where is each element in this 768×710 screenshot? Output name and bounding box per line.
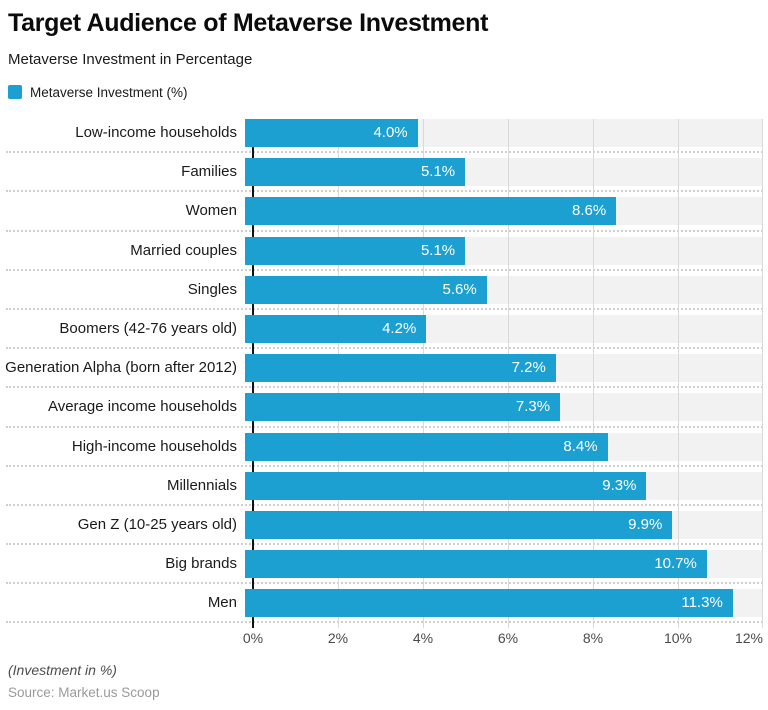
category-label: Married couples xyxy=(130,241,237,259)
plot-cell: 8.6% xyxy=(245,197,763,236)
chart-row: Men 11.3% xyxy=(0,589,763,628)
chart-row: Boomers (42-76 years old) 4.2% xyxy=(0,314,763,354)
chart-row: Gen Z (10-25 years old) 9.9% xyxy=(0,510,763,550)
category-label: Gen Z (10-25 years old) xyxy=(77,515,237,533)
chart-row: Big brands 10.7% xyxy=(0,550,763,589)
plot-cell: 11.3% xyxy=(245,589,763,628)
bar: 5.6% xyxy=(245,275,487,304)
category-label: Big brands xyxy=(165,555,237,573)
chart-footer: (Investment in %) Source: Market.us Scoo… xyxy=(0,662,768,700)
category-label: High-income households xyxy=(71,437,237,455)
plot-cell: 9.3% xyxy=(245,471,763,511)
plot-cell: 5.1% xyxy=(245,158,763,197)
plot-cell: 4.2% xyxy=(245,314,763,354)
source-credit: Source: Market.us Scoop xyxy=(8,685,160,701)
x-tick-label: 2% xyxy=(327,630,349,647)
plot-cell: 9.9% xyxy=(245,510,763,550)
chart-row: Average income households 7.3% xyxy=(0,393,763,432)
legend-swatch-icon xyxy=(8,85,22,99)
plot-cell: 10.7% xyxy=(245,550,763,589)
bar: 9.9% xyxy=(245,510,673,539)
x-tick-label: 8% xyxy=(582,630,604,647)
chart-title: Target Audience of Metaverse Investment xyxy=(8,9,489,37)
legend: Metaverse Investment (%) xyxy=(8,84,768,100)
bar: 4.0% xyxy=(245,119,418,147)
bar: 5.1% xyxy=(245,236,466,265)
bar: 11.3% xyxy=(245,589,733,618)
chart-header: Target Audience of Metaverse Investment … xyxy=(0,8,768,100)
category-label: Millennials xyxy=(166,476,237,494)
x-tick-label: 6% xyxy=(497,630,519,647)
chart-row: Women 8.6% xyxy=(0,197,763,236)
x-tick-label: 4% xyxy=(412,630,434,647)
bar: 7.3% xyxy=(245,393,561,422)
x-tick-label: 0% xyxy=(242,630,264,647)
axis-note: (Investment in %) xyxy=(8,662,117,679)
chart-row: Singles 5.6% xyxy=(0,275,763,315)
category-label: Singles xyxy=(187,280,237,298)
plot-cell: 7.3% xyxy=(245,393,763,432)
bar: 5.1% xyxy=(245,158,466,187)
chart-row: High-income households 8.4% xyxy=(0,432,763,472)
category-label: Women xyxy=(185,202,237,220)
bar: 8.4% xyxy=(245,432,608,461)
plot-cell: 8.4% xyxy=(245,432,763,472)
plot-area: Low-income households 4.0% Families 5.1%… xyxy=(0,119,768,629)
category-label: Generation Alpha (born after 2012) xyxy=(5,359,237,377)
x-axis: 0% 2% 4% 6% 8% 10% 12% xyxy=(243,630,763,647)
category-label: Families xyxy=(181,163,237,181)
plot-cell: 7.2% xyxy=(245,354,763,393)
bar: 10.7% xyxy=(245,550,707,579)
chart-row: Generation Alpha (born after 2012) 7.2% xyxy=(0,354,763,393)
chart-row: Millennials 9.3% xyxy=(0,471,763,511)
plot-cell: 5.1% xyxy=(245,236,763,276)
category-label: Men xyxy=(207,594,237,612)
chart-row: Low-income households 4.0% xyxy=(0,119,763,158)
bar: 8.6% xyxy=(245,197,617,226)
category-label: Average income households xyxy=(47,398,237,416)
bar: 7.2% xyxy=(245,354,556,383)
bar: 4.2% xyxy=(245,314,427,343)
x-tick-label: 10% xyxy=(663,630,692,647)
bar: 9.3% xyxy=(245,471,647,500)
plot-cell: 4.0% xyxy=(245,119,763,158)
plot-cell: 5.6% xyxy=(245,275,763,315)
x-tick-label: 12% xyxy=(734,630,763,647)
legend-label: Metaverse Investment (%) xyxy=(30,84,188,100)
category-label: Low-income households xyxy=(75,124,237,141)
chart-row: Families 5.1% xyxy=(0,158,763,197)
chart-subtitle: Metaverse Investment in Percentage xyxy=(8,51,253,68)
chart-row: Married couples 5.1% xyxy=(0,236,763,276)
category-label: Boomers (42-76 years old) xyxy=(59,319,237,337)
